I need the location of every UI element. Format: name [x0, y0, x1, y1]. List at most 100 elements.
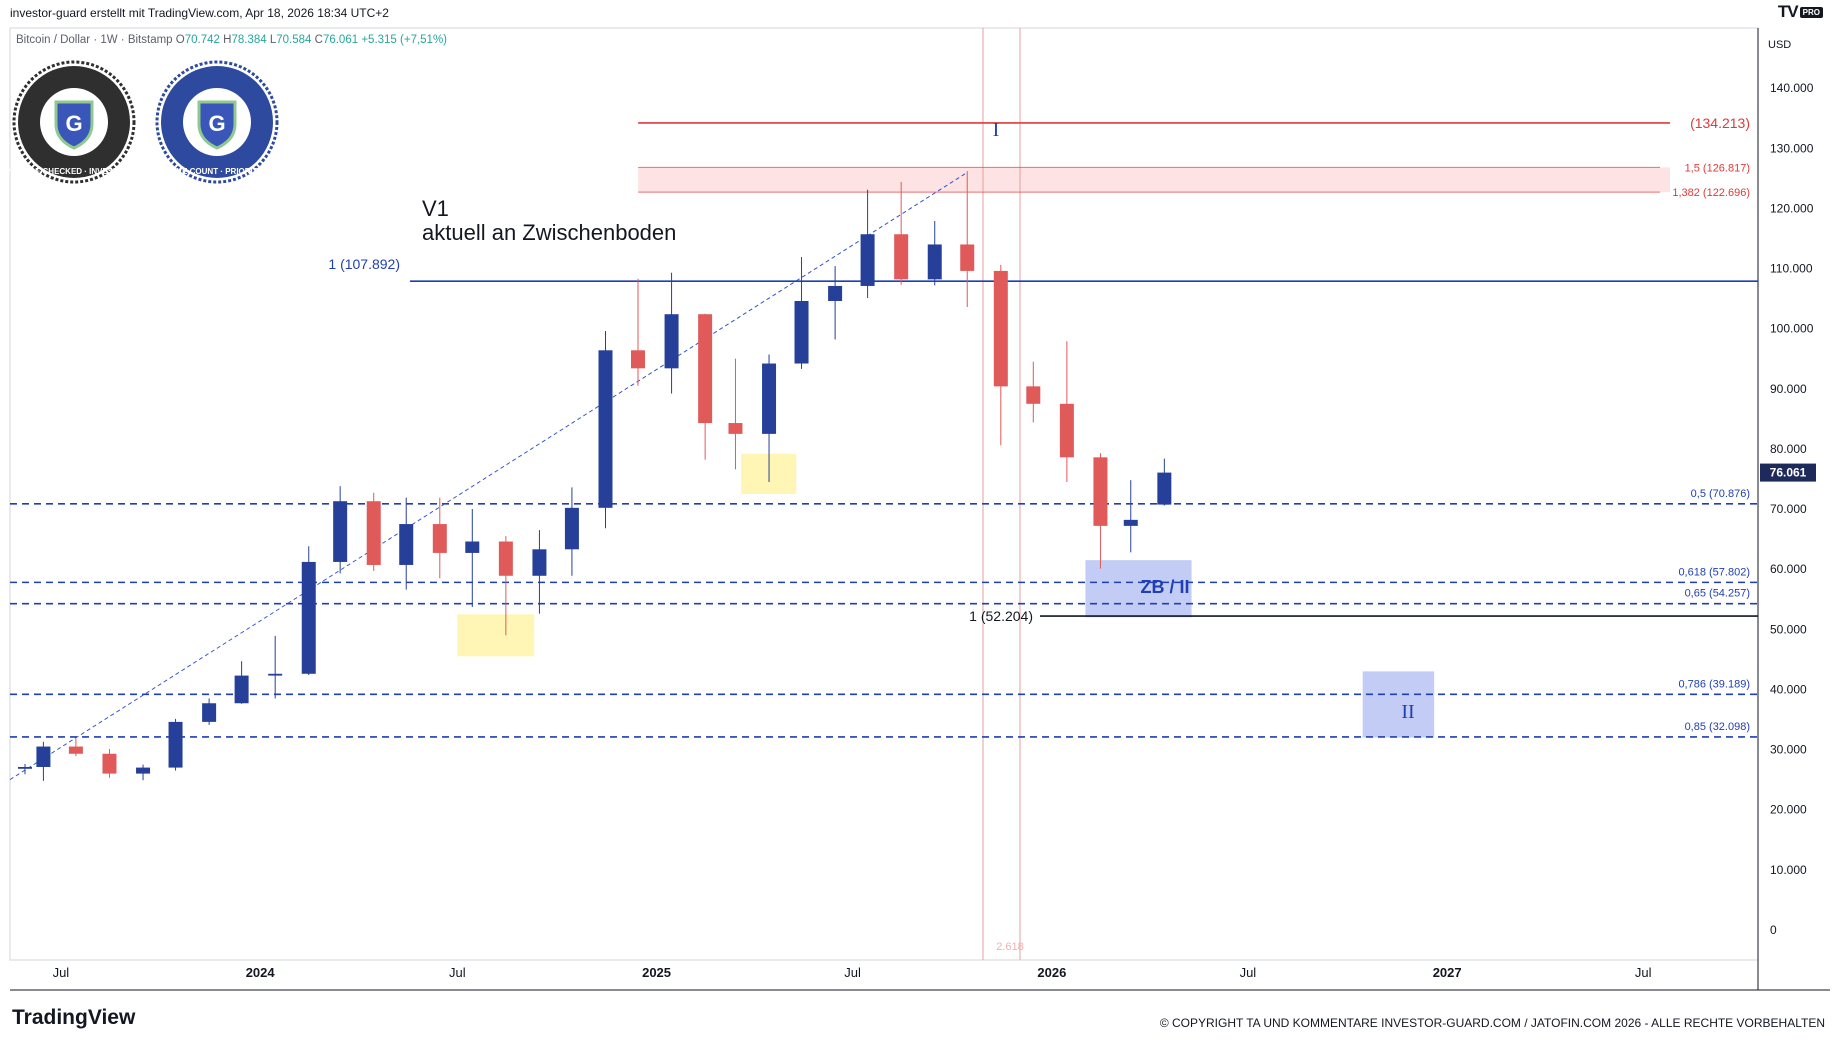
candle-body — [301, 561, 316, 674]
candle-body — [630, 350, 645, 369]
y-tick-label: 20.000 — [1770, 803, 1807, 817]
copyright-text: © COPYRIGHT TA UND KOMMENTARE INVESTOR-G… — [1159, 1016, 1825, 1030]
candle-body — [794, 300, 809, 364]
candles — [18, 171, 1172, 781]
candle-body — [762, 363, 777, 434]
fib-label: 0,618 (57.802) — [1678, 566, 1750, 578]
candle-body — [860, 234, 875, 286]
candle-body — [532, 549, 547, 576]
y-tick-label: 130.000 — [1770, 141, 1814, 155]
candle-body — [432, 524, 447, 553]
v1-title: V1 — [422, 196, 449, 221]
candle-body — [1123, 519, 1138, 526]
badges: G COMPLIANCE CHECKED · INVESTOR GUARD G WAV… — [0, 60, 279, 184]
support-label: 1 (52.204) — [969, 608, 1033, 624]
tradingview-pro-logo: TV PRO — [1778, 2, 1823, 22]
candle-body — [993, 270, 1008, 387]
fib-label: 0,786 (39.189) — [1678, 678, 1750, 690]
shield-g-icon — [197, 100, 237, 150]
o-label: O — [175, 34, 185, 46]
x-tick-label: Jul — [53, 965, 70, 980]
candle-body — [1059, 403, 1074, 458]
candle-body — [728, 423, 743, 434]
candle-body — [102, 753, 117, 774]
y-tick-label: 120.000 — [1770, 201, 1814, 215]
tradingview-footer-logo[interactable]: TradingView — [12, 1006, 136, 1029]
y-tick-label: 40.000 — [1770, 682, 1807, 696]
symbol-label[interactable]: Bitcoin / Dollar · 1W · Bitstamp — [16, 34, 173, 46]
candle-body — [927, 244, 942, 280]
v1-text: aktuell an Zwischenboden — [422, 220, 676, 245]
x-tick-label: 2025 — [642, 965, 671, 980]
candle-body — [664, 314, 679, 369]
badge-text: WAVE COUNT · PRIORITY 1 — [164, 167, 270, 176]
pro-badge: PRO — [1799, 7, 1823, 19]
target-zone-label: 1,5 (126.817) — [1685, 162, 1750, 174]
zone-target-red — [638, 167, 1671, 193]
x-tick-label: Jul — [844, 965, 861, 980]
zone-zb-ii — [1085, 560, 1192, 618]
h-label: H — [223, 34, 232, 46]
candle-body — [598, 350, 613, 508]
y-tick-label: 110.000 — [1770, 262, 1813, 276]
fib-label: 0,85 (32.098) — [1685, 721, 1750, 733]
candle-body — [36, 746, 51, 767]
open-value: 70.742 — [184, 34, 220, 46]
x-tick-label: Jul — [449, 965, 466, 980]
y-tick-label: 0 — [1770, 923, 1777, 937]
close-value: 76.061 — [322, 34, 359, 46]
ohlc-legend: Bitcoin / Dollar · 1W · Bitstamp O70.742… — [16, 34, 447, 46]
badge-letter-g: G — [65, 111, 82, 136]
c-label: C — [314, 34, 323, 46]
x-tick-label: Jul — [1635, 965, 1652, 980]
candle-body — [202, 703, 217, 722]
y-tick-label: 70.000 — [1770, 502, 1807, 516]
candle-body — [564, 507, 579, 550]
l-label: L — [269, 34, 277, 46]
candle-body — [465, 541, 480, 553]
currency-label: USD — [1768, 39, 1791, 51]
fib-levels: (134.213) 1,5 (126.817) 1,382 (122.696) 1 (… — [9, 115, 1758, 781]
y-tick-label: 90.000 — [1770, 382, 1807, 396]
high-value: 78.384 — [231, 34, 267, 46]
x-tick-label: 2027 — [1433, 965, 1462, 980]
candle-body — [698, 314, 713, 424]
candle-body — [894, 234, 909, 280]
zone-ii — [1362, 671, 1435, 738]
y-tick-label: 10.000 — [1770, 863, 1807, 877]
target-zone-label: 1,382 (122.696) — [1672, 187, 1750, 199]
badge-1: G COMPLIANCE CHECKED · INVESTOR GUARD — [0, 60, 162, 184]
trend-line — [9, 171, 968, 781]
last-price-label: 76.061 — [1770, 466, 1807, 480]
y-tick-label: 140.000 — [1770, 81, 1814, 95]
candle-body — [136, 767, 151, 774]
badge-2: G WAVE COUNT · PRIORITY 1 — [155, 60, 279, 184]
tv-logo-icon: TV — [1777, 2, 1799, 21]
candle-body — [498, 541, 513, 576]
x-tick-label: 2026 — [1037, 965, 1066, 980]
candle-body — [1026, 386, 1041, 404]
candle-body — [366, 501, 381, 565]
fib-time-label: 2.618 — [996, 941, 1024, 953]
zone-yellow-2024 — [457, 614, 535, 657]
y-tick-label: 30.000 — [1770, 743, 1807, 757]
wave-ii-label: II — [1401, 701, 1414, 723]
y-tick-label: 50.000 — [1770, 622, 1807, 636]
fib-label: 1 (107.892) — [328, 256, 400, 272]
candle-body — [168, 721, 183, 768]
target-label: (134.213) — [1690, 115, 1750, 131]
candle-body — [333, 501, 348, 562]
candle-body — [828, 285, 843, 301]
badge-letter-g: G — [208, 111, 225, 136]
y-tick-label: 100.000 — [1770, 322, 1814, 336]
y-tick-label: 80.000 — [1770, 442, 1807, 456]
candle-body — [268, 673, 283, 676]
gridlines — [9, 27, 1830, 991]
candle-body — [1157, 472, 1172, 505]
fib-label: 0,5 (70.876) — [1691, 488, 1750, 500]
change-value: +5.315 (+7,51%) — [361, 34, 447, 46]
wave-i-label: I — [993, 119, 1000, 141]
axes: 0 10.000 20.000 30.000 40.000 50.000 60.000 70.… — [53, 39, 1816, 980]
